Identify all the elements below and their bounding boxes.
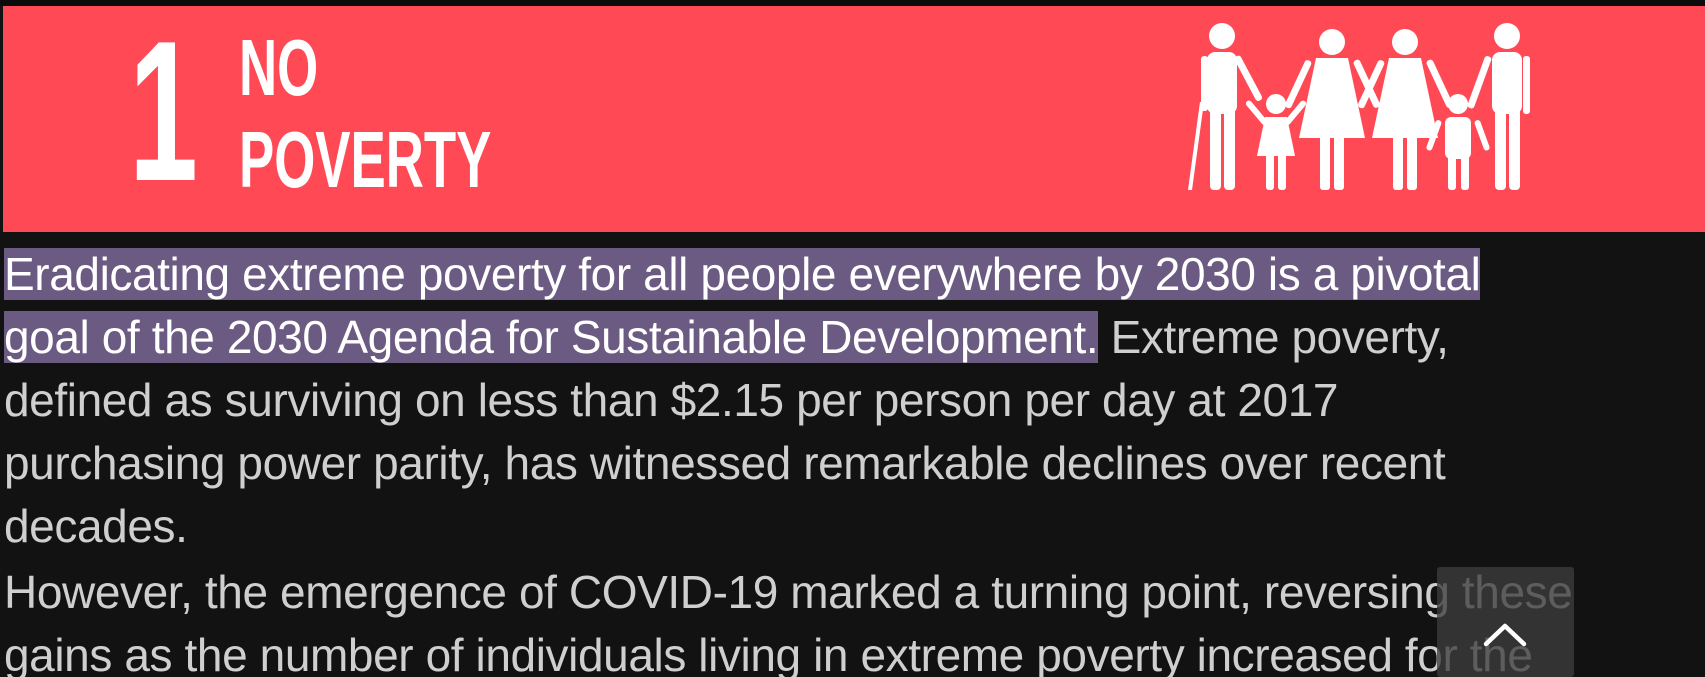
paragraph-intro: Eradicating extreme poverty for all peop… bbox=[4, 243, 1705, 558]
goal-number: 1 bbox=[129, 6, 198, 223]
text-line: However, the emergence of COVID-19 marke… bbox=[4, 561, 1705, 624]
paragraph-covid: However, the emergence of COVID-19 marke… bbox=[4, 561, 1705, 677]
plain-text: gains as the number of individuals livin… bbox=[4, 629, 1533, 677]
text-line: Eradicating extreme poverty for all peop… bbox=[4, 243, 1705, 306]
sdg-goal-banner: 1 NO POVERTY bbox=[3, 6, 1648, 232]
plain-text: decades. bbox=[4, 500, 188, 552]
plain-text: However, the emergence of COVID-19 marke… bbox=[4, 566, 1573, 618]
text-line: goal of the 2030 Agenda for Sustainable … bbox=[4, 306, 1705, 369]
goal-title-line-2: POVERTY bbox=[239, 115, 492, 204]
text-line: purchasing power parity, has witnessed r… bbox=[4, 432, 1705, 495]
highlighted-text: Eradicating extreme poverty for all peop… bbox=[4, 248, 1481, 300]
scroll-to-top-button[interactable] bbox=[1437, 567, 1574, 677]
plain-text: purchasing power parity, has witnessed r… bbox=[4, 437, 1446, 489]
goal-title: NO POVERTY bbox=[239, 22, 491, 206]
family-icon bbox=[1188, 23, 1530, 190]
goal-title-line-1: NO bbox=[239, 23, 319, 112]
text-line: decades. bbox=[4, 495, 1705, 558]
article-text: Eradicating extreme poverty for all peop… bbox=[0, 243, 1705, 677]
text-line: gains as the number of individuals livin… bbox=[4, 624, 1705, 677]
banner-edge bbox=[1648, 6, 1705, 232]
plain-text: defined as surviving on less than $2.15 … bbox=[4, 374, 1339, 426]
chevron-up-icon bbox=[1483, 623, 1527, 647]
top-edge bbox=[0, 0, 1705, 6]
text-line: defined as surviving on less than $2.15 … bbox=[4, 369, 1705, 432]
plain-text: Extreme poverty, bbox=[1098, 311, 1449, 363]
highlighted-text: goal of the 2030 Agenda for Sustainable … bbox=[4, 311, 1099, 363]
